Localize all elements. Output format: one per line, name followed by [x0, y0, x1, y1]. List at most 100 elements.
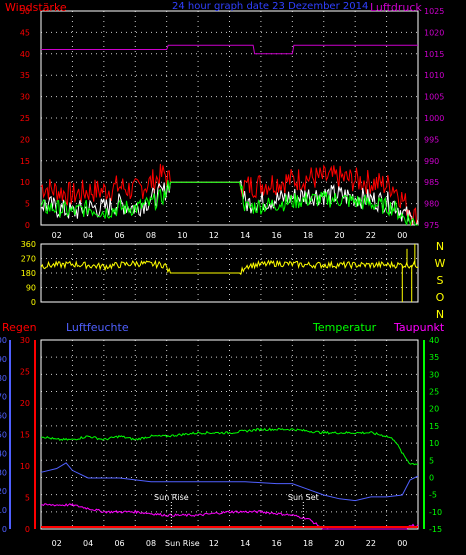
y-tick-label: 15 [429, 422, 439, 431]
y-tick-label: 90 [26, 284, 36, 293]
x-tick-label: 04 [83, 539, 93, 548]
x-tick-label: 22 [366, 231, 376, 240]
y-tick-label: 50 [20, 7, 30, 16]
mid-y-ticks: 0 90 180 270 360 [21, 240, 36, 307]
sun-rise-label: Sun Rise [154, 493, 189, 502]
y-tick-label: 5 [429, 456, 434, 465]
y-tick-label: 0 [25, 525, 30, 534]
y-tick-label: 100 [0, 336, 7, 345]
y-tick-label: 90 [0, 355, 7, 364]
y-tick-label: 30 [20, 336, 30, 345]
y-tick-label: 20 [20, 399, 30, 408]
y-tick-label: 985 [424, 178, 439, 187]
x-tick-label: 14 [240, 539, 250, 548]
x-tick-label: 14 [240, 231, 250, 240]
x-tick-label: 08 [146, 231, 156, 240]
x-tick-label: 06 [114, 231, 124, 240]
y-tick-label: 975 [424, 221, 439, 230]
y-tick-label: 45 [20, 28, 30, 37]
y-tick-label: 10 [20, 462, 30, 471]
compass-label-1: W [435, 257, 446, 270]
y-tick-label: 0 [31, 298, 36, 307]
top-x-ticks: 02 04 06 08 10 12 14 16 18 20 22 00 [52, 231, 408, 240]
x-tick-label: 06 [114, 539, 124, 548]
bottom-y-ticks-humidity: 0 10 20 30 40 50 60 70 80 90 100 [0, 336, 7, 534]
bottom-y-ticks-rain: 0 5 10 15 20 25 30 [20, 336, 30, 534]
x-tick-label: 16 [272, 231, 282, 240]
y-tick-label: 15 [20, 157, 30, 166]
regen-label: Regen [2, 321, 37, 334]
y-tick-label: 360 [21, 240, 36, 249]
x-tick-label: 16 [272, 539, 282, 548]
temperatur-label: Temperatur [312, 321, 377, 334]
y-tick-label: 1010 [424, 71, 444, 80]
y-tick-label: -15 [429, 525, 442, 534]
top-y2-ticks: 975 980 985 990 995 1000 1005 1010 1015 1020 1025 [424, 7, 444, 230]
humidity-series [40, 462, 419, 502]
y-tick-label: 1000 [424, 114, 444, 123]
y-tick-label: 30 [20, 93, 30, 102]
top-grid [41, 11, 418, 225]
bottom-series [40, 427, 419, 530]
dewpoint-series [40, 502, 419, 530]
y-tick-label: 25 [429, 388, 439, 397]
taupunkt-label: Taupunkt [393, 321, 445, 334]
y-tick-label: 25 [20, 114, 30, 123]
wind-low-series [40, 180, 418, 227]
compass-label-4: N [436, 308, 444, 321]
x-tick-label: 12 [209, 539, 219, 548]
y-tick-label: 30 [429, 370, 439, 379]
y-tick-label: 35 [429, 353, 439, 362]
x-tick-label: 20 [334, 539, 344, 548]
x-tick-label: 00 [397, 231, 407, 240]
top-y-ticks: 0 5 10 15 20 25 30 35 40 45 50 [20, 7, 30, 230]
compass-label-0: N [436, 240, 444, 253]
sun-set-label: Sun Set [288, 493, 319, 502]
y-tick-label: 70 [0, 393, 7, 402]
y-tick-label: 50 [0, 431, 7, 440]
y-tick-label: 40 [429, 336, 439, 345]
header-title: 24 hour graph date 23 Dezember 2014 [172, 1, 368, 12]
y-tick-label: 0 [2, 525, 7, 534]
x-tick-label: 22 [366, 539, 376, 548]
x-tick-label: 02 [52, 539, 62, 548]
y-tick-label: 5 [25, 494, 30, 503]
y-tick-label: 1005 [424, 93, 444, 102]
bottom-y2-ticks: -15 -10 -5 0 5 10 15 20 25 30 35 40 [429, 336, 442, 534]
x-tick-label: 02 [52, 231, 62, 240]
y-tick-label: 60 [0, 412, 7, 421]
y-tick-label: 10 [20, 178, 30, 187]
y-tick-label: 25 [20, 368, 30, 377]
y-tick-label: 1015 [424, 50, 444, 59]
y-tick-label: 20 [0, 487, 7, 496]
x-tick-label: 20 [334, 231, 344, 240]
y-tick-label: 270 [21, 255, 36, 264]
y-tick-label: -10 [429, 508, 442, 517]
bottom-grid [41, 340, 418, 529]
x-tick-label: 08 [146, 539, 156, 548]
y-tick-label: 1025 [424, 7, 444, 16]
x-tick-label: 04 [83, 231, 93, 240]
windstaerke-label: Windstärke [5, 1, 67, 14]
compass-label-2: S [437, 274, 444, 287]
y-tick-label: 1020 [424, 28, 444, 37]
x-tick-label: Sun Rise [165, 539, 200, 548]
y-tick-label: 10 [0, 506, 7, 515]
x-tick-label: 18 [303, 231, 313, 240]
bottom-annotations: Sun Rise Sun Set [154, 493, 319, 529]
y-tick-label: 20 [429, 405, 439, 414]
mid-series [40, 244, 419, 302]
pressure-series [41, 44, 418, 55]
y-tick-label: 80 [0, 374, 7, 383]
y-tick-label: -5 [429, 491, 437, 500]
y-tick-label: 20 [20, 135, 30, 144]
x-tick-label: 10 [177, 231, 187, 240]
compass-label-3: O [436, 291, 445, 304]
y-tick-label: 15 [20, 431, 30, 440]
luftfeuchte-label: Luftfeuchte [66, 321, 129, 334]
y-tick-label: 990 [424, 157, 439, 166]
x-tick-label: 12 [209, 231, 219, 240]
y-tick-label: 40 [20, 50, 30, 59]
x-tick-label: 00 [397, 539, 407, 548]
